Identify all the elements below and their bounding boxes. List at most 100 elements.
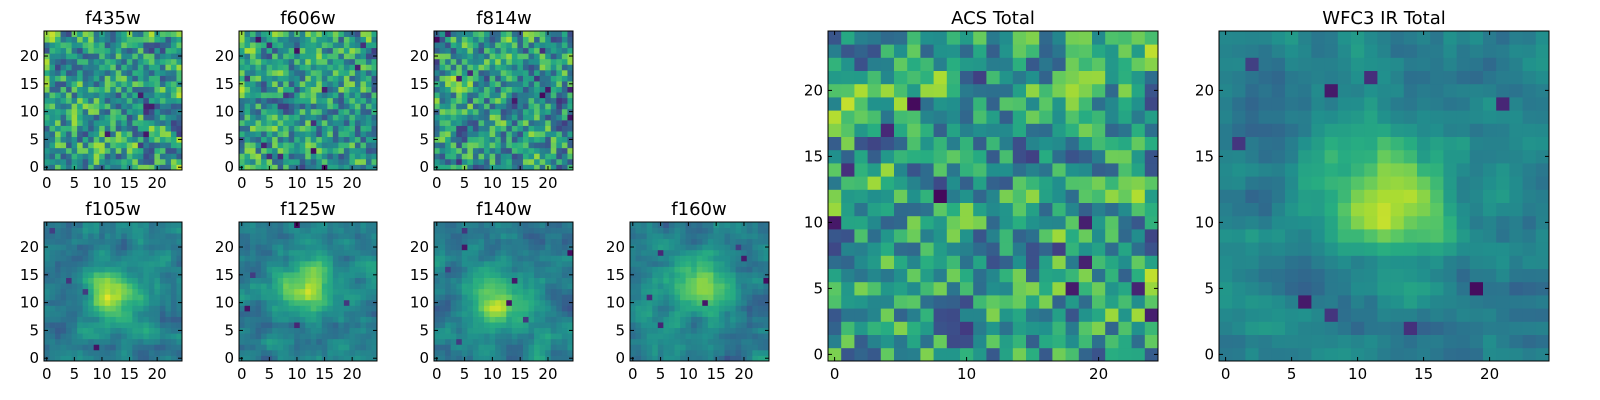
heatmap-cell (354, 249, 361, 256)
heatmap-cell (1052, 189, 1066, 203)
heatmap-cell (652, 310, 659, 317)
heatmap-cell (1065, 308, 1080, 322)
heatmap-cell (439, 42, 446, 49)
heatmap-cell (132, 136, 139, 143)
heatmap-cell (288, 53, 295, 60)
heatmap-cell (294, 81, 301, 87)
heatmap-cell (1026, 334, 1040, 349)
heatmap-cell (310, 260, 317, 267)
heatmap-cell (484, 114, 490, 121)
heatmap-cell (517, 344, 524, 351)
heatmap-cell (283, 47, 290, 54)
heatmap-cell (707, 272, 714, 278)
heatmap-cell (718, 244, 725, 251)
heatmap-cell (66, 36, 72, 43)
heatmap-cell (713, 283, 720, 290)
heatmap-cell (272, 327, 279, 334)
heatmap-cell (55, 327, 61, 334)
heatmap-cell (321, 288, 328, 295)
heatmap-cell (567, 158, 574, 165)
heatmap-cell (255, 47, 262, 54)
heatmap-cell (261, 53, 267, 60)
heatmap-cell (478, 97, 485, 104)
heatmap-cell (730, 227, 737, 234)
heatmap-cell (244, 288, 251, 295)
heatmap-cell (550, 164, 557, 171)
heatmap-cell (360, 305, 367, 312)
heatmap-cell (137, 327, 144, 334)
heatmap-cell (104, 47, 111, 54)
heatmap-cell (1039, 295, 1053, 309)
heatmap-cell (71, 238, 78, 245)
heatmap-cell (283, 164, 290, 171)
heatmap-cell (450, 81, 457, 87)
heatmap-cell (641, 283, 648, 290)
heatmap-cell (894, 268, 908, 283)
heatmap-cell (71, 294, 78, 301)
heatmap-cell (484, 42, 490, 49)
heatmap-cell (685, 238, 692, 245)
heatmap-cell (343, 222, 350, 228)
heatmap-cell (556, 147, 563, 154)
heatmap-cell (973, 268, 987, 283)
heatmap-cell (495, 97, 502, 104)
heatmap-cell (170, 53, 177, 60)
heatmap-cell (718, 227, 725, 234)
heatmap-cell (467, 58, 474, 65)
heatmap-cell (148, 233, 155, 240)
heatmap-cell (545, 64, 552, 71)
heatmap-cell (920, 229, 934, 243)
heatmap-cell (165, 249, 172, 256)
heatmap-cell (517, 131, 524, 138)
heatmap-cell (82, 355, 89, 362)
heatmap-cell (1131, 255, 1146, 269)
heatmap-cell (439, 305, 446, 312)
heatmap-cell (561, 103, 568, 110)
heatmap-cell (445, 36, 452, 43)
heatmap-cell (143, 131, 150, 138)
heatmap-cell (60, 119, 67, 126)
heatmap-cell (534, 227, 541, 234)
heatmap-cell (556, 294, 563, 301)
heatmap-cell (445, 294, 452, 301)
heatmap-cell (115, 81, 122, 87)
heatmap-cell (867, 215, 882, 230)
heatmap-cell (702, 316, 709, 323)
heatmap-cell (445, 53, 452, 60)
heatmap-cell (154, 288, 161, 295)
heatmap-cell (1092, 189, 1106, 203)
heatmap-cell (82, 36, 89, 43)
heatmap-cell (534, 103, 541, 110)
heatmap-cell (724, 255, 731, 262)
y-tick-label: 5 (419, 321, 429, 339)
heatmap-cell (121, 125, 128, 132)
heatmap-cell (294, 147, 301, 154)
heatmap-cell (467, 333, 474, 340)
heatmap-cell (445, 355, 452, 362)
heatmap-cell (365, 294, 372, 301)
heatmap-cell (657, 255, 664, 262)
heatmap-cell (567, 36, 574, 43)
heatmap-cell (316, 119, 323, 126)
heatmap-cell (332, 136, 339, 143)
heatmap-cell (880, 281, 895, 296)
heatmap-cell (305, 64, 312, 71)
heatmap-cell (159, 81, 166, 87)
heatmap-cell (244, 108, 251, 115)
heatmap-cell (332, 36, 339, 43)
heatmap-cell (349, 97, 356, 104)
heatmap-cell (365, 288, 372, 295)
heatmap-cell (680, 244, 686, 251)
heatmap-cell (1012, 189, 1027, 203)
heatmap-cell (561, 249, 568, 256)
heatmap-cell (66, 69, 72, 76)
heatmap-cell (277, 69, 284, 76)
heatmap-cell (66, 86, 72, 93)
heatmap-cell (735, 244, 742, 251)
heatmap-cell (461, 305, 468, 312)
heatmap-cell (439, 272, 446, 278)
heatmap-cell (561, 125, 568, 132)
heatmap-cell (550, 158, 557, 165)
heatmap-cell (456, 131, 463, 138)
